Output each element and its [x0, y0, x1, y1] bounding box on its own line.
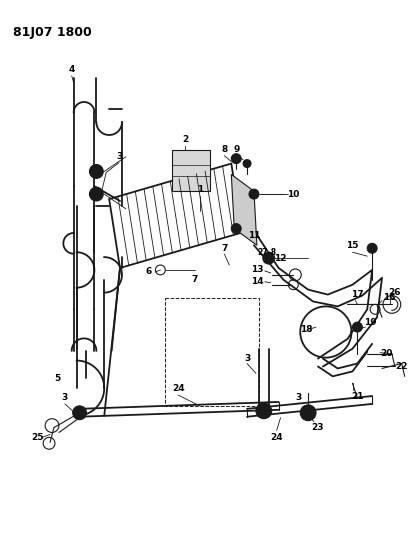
Circle shape [263, 252, 275, 264]
Text: 2: 2 [182, 135, 188, 144]
Text: 4: 4 [69, 66, 75, 75]
Text: 17: 17 [351, 290, 364, 299]
Circle shape [231, 224, 241, 233]
Circle shape [249, 189, 259, 199]
Text: 81J07 1800: 81J07 1800 [13, 26, 91, 39]
Text: 8: 8 [221, 146, 228, 154]
Text: 22: 22 [395, 362, 408, 371]
Text: 7: 7 [192, 276, 198, 284]
Text: 12: 12 [274, 254, 287, 263]
Text: 3: 3 [244, 354, 250, 363]
Text: 25: 25 [31, 433, 44, 442]
Text: 15: 15 [346, 241, 359, 250]
Text: 21: 21 [351, 392, 364, 400]
Polygon shape [231, 174, 257, 245]
Circle shape [73, 406, 86, 419]
Text: 24: 24 [172, 384, 185, 393]
Text: 14: 14 [251, 277, 263, 286]
Text: 19: 19 [364, 318, 376, 327]
Text: 10: 10 [287, 190, 300, 199]
Text: 1: 1 [196, 184, 203, 193]
Bar [165, 297, 259, 406]
Bar [172, 150, 210, 191]
Circle shape [367, 244, 377, 253]
Text: 23: 23 [312, 423, 324, 432]
Text: 9: 9 [233, 146, 240, 154]
Text: 7: 7 [221, 244, 228, 253]
Circle shape [90, 165, 103, 179]
Circle shape [243, 159, 251, 167]
Text: 18: 18 [300, 325, 312, 334]
Text: 3: 3 [295, 393, 301, 402]
Text: 20: 20 [381, 349, 393, 358]
Text: 13: 13 [251, 265, 263, 274]
Text: 3: 3 [62, 393, 68, 402]
Text: 26: 26 [388, 288, 401, 297]
Text: 3: 3 [116, 152, 122, 161]
Text: 5: 5 [54, 374, 60, 383]
Text: 27-8: 27-8 [257, 248, 276, 257]
Circle shape [90, 187, 103, 201]
Text: 24: 24 [270, 433, 283, 442]
Circle shape [231, 154, 241, 164]
Circle shape [300, 405, 316, 421]
Text: 6: 6 [145, 268, 152, 277]
Text: 16: 16 [383, 293, 395, 302]
Polygon shape [109, 164, 242, 268]
Circle shape [353, 322, 363, 332]
Text: 11: 11 [248, 231, 260, 240]
Circle shape [256, 403, 272, 419]
